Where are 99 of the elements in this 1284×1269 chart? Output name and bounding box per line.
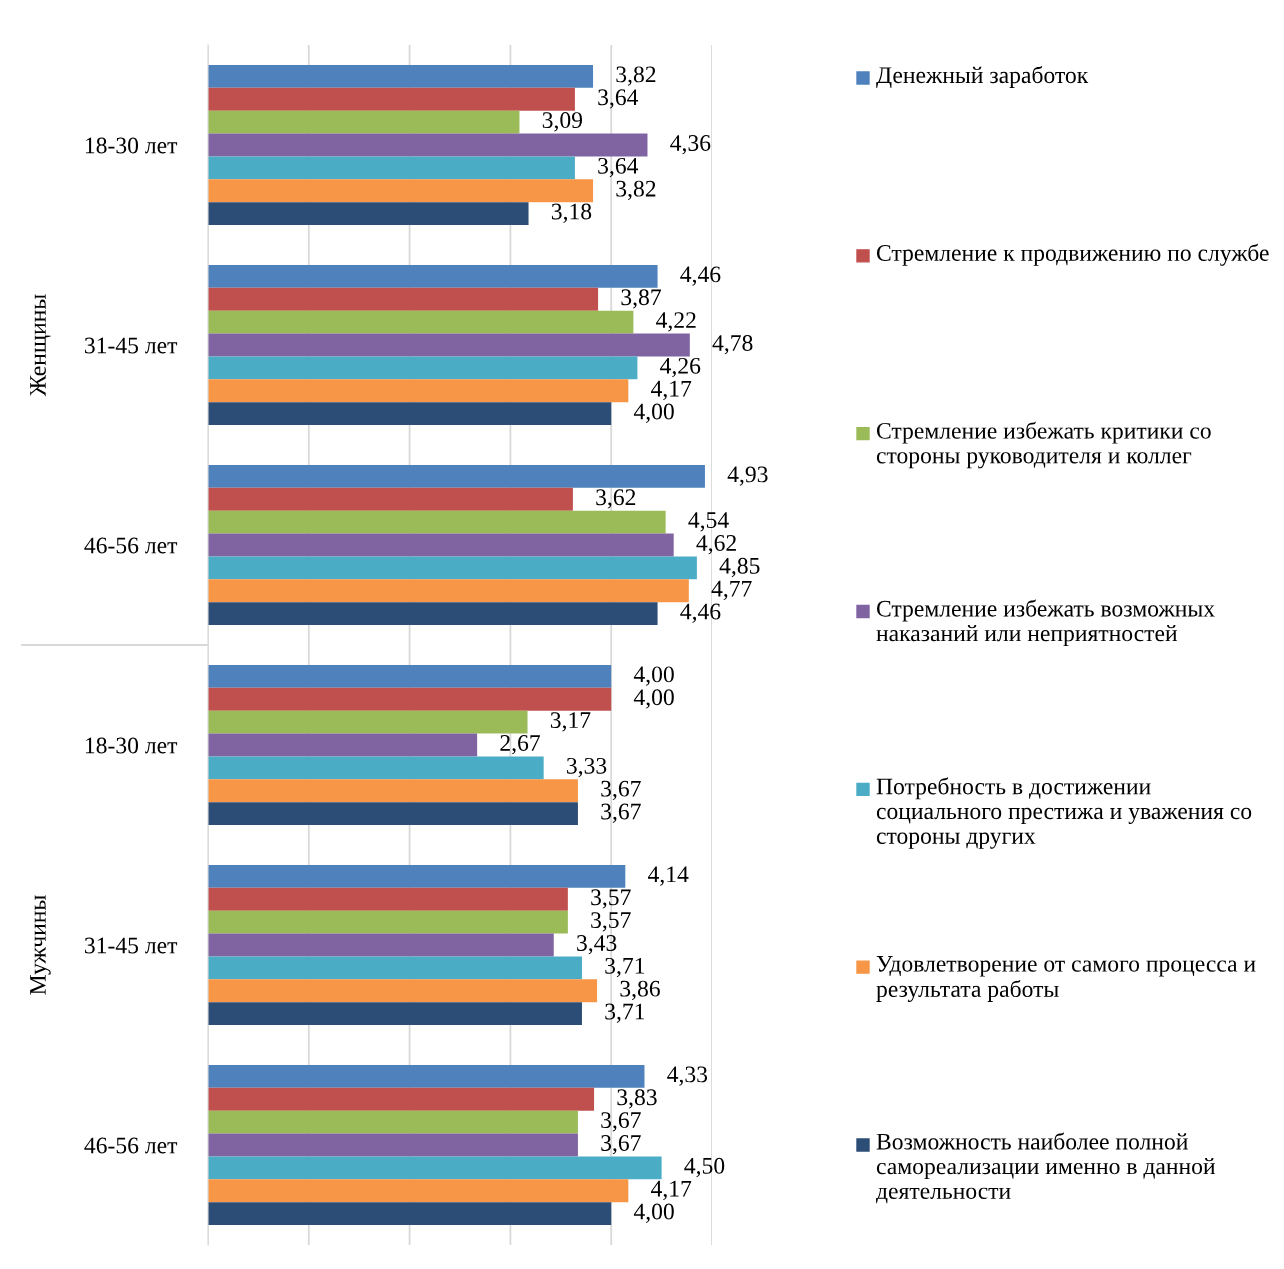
data-label: 4,36: [670, 135, 711, 155]
legend-label: Потребность в достижении социального престижа и уважения со стороны других: [876, 777, 1252, 849]
bar: [208, 310, 634, 334]
data-label: 2,67: [500, 735, 540, 755]
bar: [208, 402, 612, 425]
bar: [208, 65, 594, 88]
data-label: 4,50: [684, 1157, 725, 1178]
bar: [208, 156, 575, 180]
data-label: 4,62: [696, 535, 736, 555]
text: Мужчины: [30, 895, 51, 995]
y-tick-label: 18-30 лет: [85, 137, 178, 154]
bar: [208, 533, 674, 557]
data-label: 3,71: [605, 957, 645, 978]
data-label: 3,67: [601, 780, 641, 801]
y-tick-label: 18-30 лет: [85, 737, 178, 754]
bar: [208, 265, 658, 288]
data-label: 3,87: [621, 289, 661, 309]
data-label: 4,17: [651, 1180, 692, 1201]
bar: [208, 110, 520, 134]
bar: [208, 87, 575, 111]
bar: [208, 1202, 612, 1225]
data-label: 4,77: [711, 580, 752, 601]
data-label: 4,46: [680, 266, 721, 286]
bar: [208, 465, 705, 488]
data-label: 3,86: [620, 980, 660, 1001]
data-label: 4,93: [727, 466, 768, 486]
bar: [208, 687, 612, 711]
bar: [208, 1065, 645, 1088]
data-label: 3,62: [596, 489, 636, 509]
text: Женщины: [30, 294, 51, 397]
bar: [208, 887, 568, 911]
data-label: 4,85: [719, 557, 760, 578]
data-label: 3,57: [591, 889, 631, 909]
bar: [208, 979, 598, 1003]
data-label: 3,64: [598, 157, 639, 178]
bar: [208, 779, 578, 803]
bar: [208, 956, 582, 980]
bar: [208, 556, 697, 580]
data-label: 3,82: [616, 180, 656, 201]
data-label: 3,67: [601, 803, 641, 823]
bar: [208, 510, 666, 534]
data-label: 3,67: [601, 1112, 641, 1132]
bar: [208, 665, 612, 688]
legend-label: Удовлетворение от самого процесса и результата работы: [876, 956, 1256, 1002]
bar: [208, 1133, 578, 1157]
data-label: 3,64: [598, 89, 639, 109]
bar: [208, 602, 658, 625]
data-label: 4,33: [667, 1066, 708, 1086]
data-label: 4,00: [633, 1203, 674, 1223]
bar: [208, 1002, 582, 1025]
bar: [208, 579, 689, 603]
bar: [208, 1110, 578, 1134]
bar: [208, 179, 594, 203]
data-label: 4,17: [651, 380, 692, 401]
data-label: 3,09: [542, 112, 583, 132]
data-label: 4,14: [648, 866, 689, 886]
bar: [208, 1156, 662, 1180]
data-label: 4,78: [712, 334, 753, 355]
bar: [208, 802, 578, 825]
bar: [208, 933, 554, 957]
data-label: 3,43: [577, 935, 617, 955]
legend-label: Стремление избежать возможных наказаний или неприятностей: [876, 599, 1215, 647]
legend-label: Стремление избежать критики со стороны руководителя и коллег: [876, 421, 1211, 469]
y-tick-label: 31-45 лет: [85, 937, 178, 954]
data-label: 3,71: [605, 1003, 645, 1023]
data-label: 3,18: [551, 203, 592, 223]
y-tick-label: 46-56 лет: [84, 537, 178, 554]
bar: [208, 1179, 629, 1203]
bar: [208, 333, 690, 357]
bar: [208, 910, 568, 934]
bar: [208, 733, 478, 757]
data-label: 4,00: [633, 689, 674, 709]
bar: [208, 1087, 595, 1111]
data-label: 4,00: [633, 403, 674, 423]
data-label: 3,57: [591, 912, 631, 932]
legend-label: Денежный заработок: [876, 66, 1089, 88]
bar: [208, 379, 629, 403]
bar: [208, 865, 626, 888]
data-label: 3,17: [550, 712, 591, 732]
data-label: 4,54: [688, 512, 729, 532]
bar: [208, 356, 638, 380]
bar: [208, 756, 544, 780]
data-label: 3,67: [601, 1135, 641, 1155]
data-label: 3,82: [616, 66, 656, 86]
y-tick-label: 31-45 лет: [85, 337, 178, 354]
data-label: 4,22: [656, 312, 696, 332]
data-label: 4,00: [633, 666, 674, 686]
bar: [208, 487, 573, 511]
data-label: 3,83: [617, 1089, 657, 1109]
bar: [208, 202, 529, 225]
bar: [208, 133, 648, 157]
data-label: 4,46: [680, 603, 721, 623]
data-label: 3,33: [567, 757, 607, 778]
bar: [208, 287, 599, 311]
bar: [208, 710, 528, 734]
data-label: 4,26: [660, 357, 701, 378]
y-tick-label: 46-56 лет: [84, 1137, 178, 1154]
legend-label: Возможность наиболее полной самореализации именно в данной деятельности: [876, 1132, 1216, 1204]
legend-label: Стремление к продвижению по службе: [876, 243, 1269, 266]
